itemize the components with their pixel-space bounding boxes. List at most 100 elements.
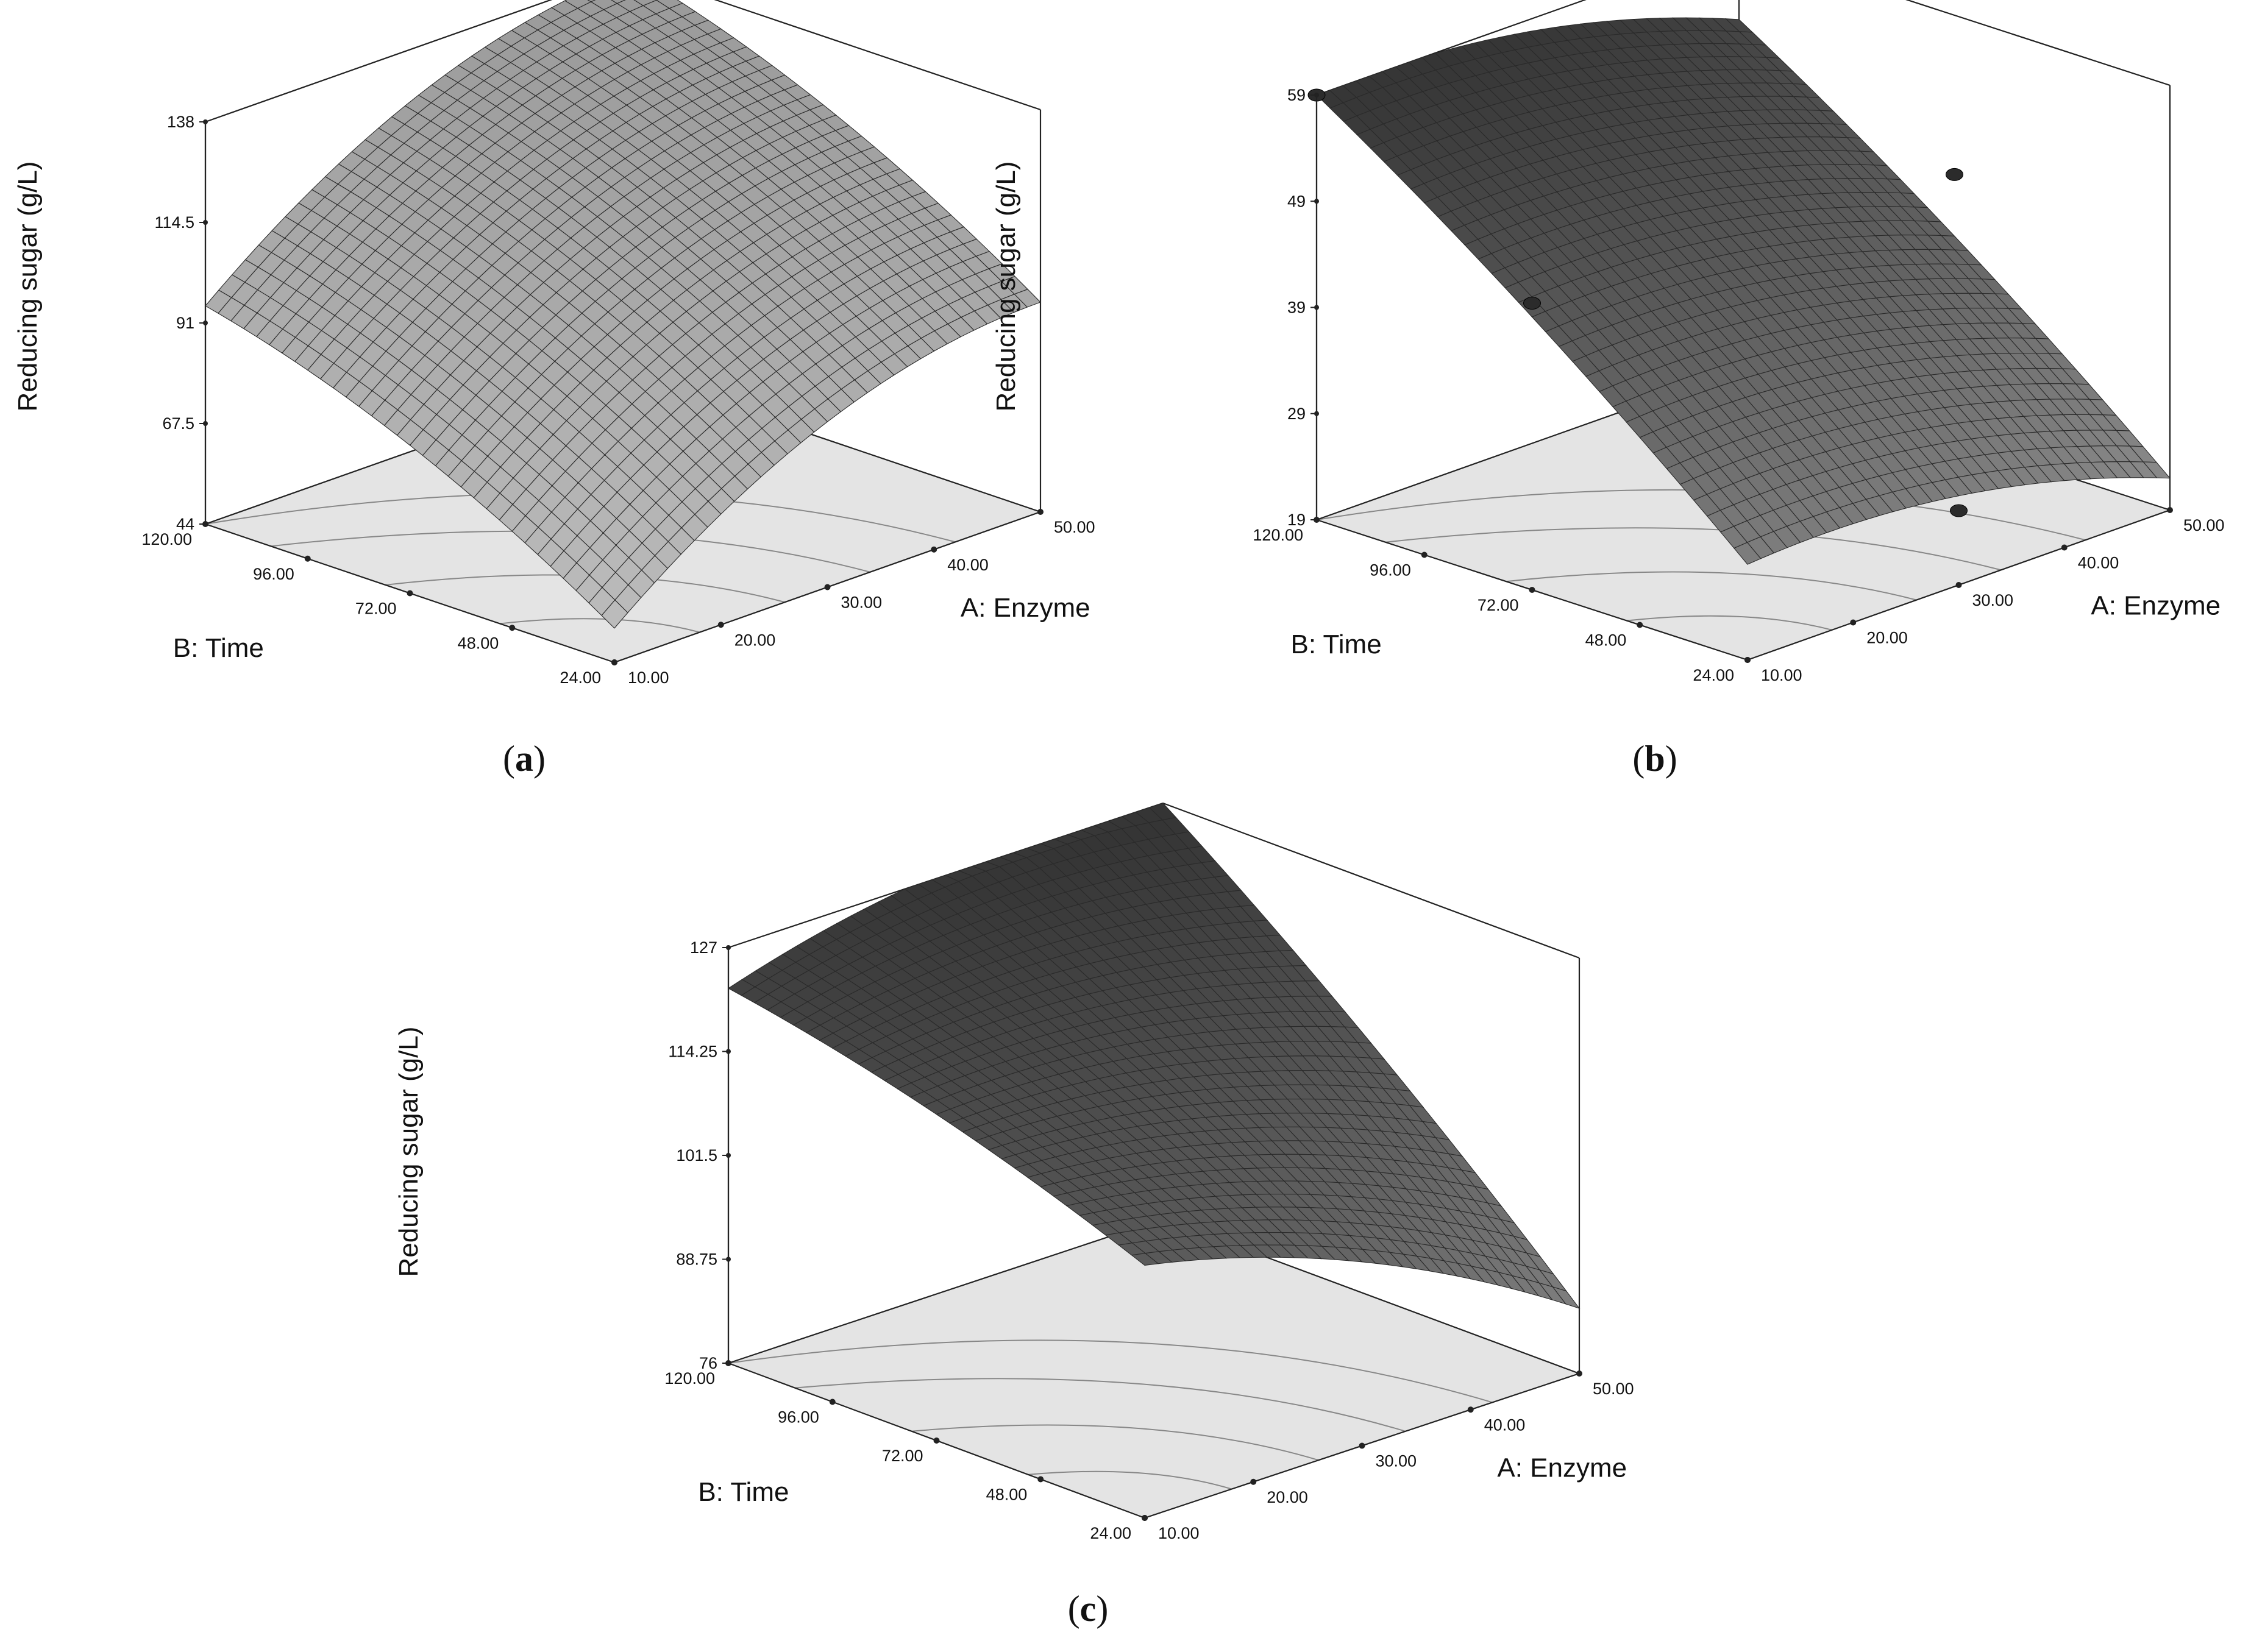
- z-tick-dot: [203, 421, 208, 426]
- x-tick-dot: [1250, 1478, 1257, 1485]
- y-tick-dot: [1142, 1515, 1148, 1521]
- panel-label: (b): [1632, 739, 1677, 779]
- floor-contour-line: [1626, 615, 1832, 631]
- x-tick-label: 30.00: [841, 594, 883, 612]
- box-edge: [1905, 0, 2171, 87]
- z-tick-label: 127: [690, 938, 717, 957]
- x-tick-label: 10.00: [1158, 1524, 1200, 1542]
- y-tick-dot: [611, 659, 617, 665]
- x-tick-dot: [2061, 544, 2068, 551]
- z-tick-label: 49: [1287, 192, 1306, 210]
- z-axis-title: Reducing sugar (g/L): [991, 161, 1021, 412]
- z-tick-label: 101.5: [676, 1146, 717, 1165]
- z-tick-label: 88.75: [676, 1250, 717, 1269]
- x-tick-dot: [1576, 1370, 1582, 1377]
- y-tick-label: 96.00: [253, 565, 294, 583]
- x-tick-label: 30.00: [1376, 1452, 1417, 1470]
- x-tick-dot: [1850, 619, 1857, 626]
- y-tick-dot: [933, 1438, 940, 1444]
- x-tick-label: 20.00: [1866, 629, 1908, 647]
- x-axis-title: A: Enzyme: [1497, 1453, 1627, 1483]
- x-tick-label: 50.00: [1593, 1380, 1634, 1398]
- x-tick-label: 10.00: [1761, 666, 1802, 684]
- surface-patch: [601, 599, 628, 629]
- design-point: [1950, 504, 1968, 517]
- x-tick-dot: [824, 584, 831, 590]
- y-tick-label: 24.00: [1090, 1524, 1131, 1542]
- y-tick-dot: [1037, 1476, 1044, 1483]
- z-tick-label: 67.5: [162, 414, 194, 433]
- y-axis-title: B: Time: [1291, 629, 1382, 659]
- y-tick-label: 120.00: [141, 530, 192, 548]
- x-tick-label: 50.00: [2183, 516, 2225, 534]
- x-tick-label: 30.00: [1972, 591, 2014, 609]
- panel-a: 44 67.5 91 114.5 138 Reducing sugar (g/L) 10.0…: [13, 0, 1095, 779]
- y-tick-dot: [509, 625, 516, 631]
- x-tick-label: 10.00: [628, 668, 669, 687]
- z-tick-dot: [726, 1049, 731, 1054]
- z-tick-dot: [203, 119, 208, 124]
- z-axis-title: Reducing sugar (g/L): [394, 1027, 424, 1277]
- z-tick-dot: [1314, 411, 1319, 416]
- x-tick-label: 40.00: [1484, 1416, 1526, 1434]
- z-tick-dot: [726, 945, 731, 950]
- x-tick-dot: [1359, 1442, 1365, 1449]
- box-edge: [205, 0, 553, 123]
- z-tick-label: 44: [176, 515, 194, 533]
- x-tick-label: 20.00: [734, 631, 776, 649]
- panel-label: (a): [503, 739, 546, 779]
- y-axis-title: B: Time: [698, 1477, 789, 1507]
- z-tick-label: 39: [1287, 299, 1306, 317]
- surface-mesh: [205, 0, 1041, 629]
- y-tick-label: 120.00: [664, 1369, 715, 1388]
- y-axis-title: B: Time: [173, 633, 264, 663]
- x-tick-dot: [1037, 509, 1044, 515]
- surface-mesh: [1315, 17, 2171, 565]
- y-tick-dot: [407, 590, 413, 597]
- z-tick-dot: [1314, 305, 1319, 310]
- z-tick-dot: [1314, 199, 1319, 204]
- x-tick-label: 40.00: [947, 556, 989, 574]
- z-tick-label: 91: [176, 314, 194, 332]
- x-axis-title: A: Enzyme: [961, 593, 1090, 623]
- design-point: [1523, 297, 1541, 310]
- y-tick-dot: [725, 1360, 731, 1366]
- x-tick-dot: [931, 546, 937, 553]
- y-tick-label: 96.00: [778, 1408, 819, 1427]
- z-tick-dot: [203, 220, 208, 225]
- x-tick-dot: [717, 622, 724, 628]
- x-tick-dot: [1955, 582, 1962, 588]
- z-axis-title: Reducing sugar (g/L): [13, 161, 43, 412]
- y-tick-label: 96.00: [1370, 561, 1411, 580]
- y-tick-label: 120.00: [1253, 526, 1303, 544]
- y-tick-label: 48.00: [458, 634, 499, 652]
- y-tick-label: 48.00: [986, 1486, 1028, 1504]
- y-tick-label: 72.00: [355, 600, 397, 618]
- z-tick-label: 114.5: [154, 213, 194, 232]
- y-tick-dot: [829, 1399, 836, 1405]
- design-point: [1946, 168, 1963, 181]
- y-tick-label: 24.00: [1693, 666, 1734, 684]
- y-tick-dot: [1421, 551, 1428, 558]
- y-tick-label: 72.00: [882, 1447, 923, 1465]
- surface-patch: [611, 0, 626, 4]
- z-tick-dot: [1314, 93, 1319, 97]
- y-tick-dot: [1314, 517, 1320, 523]
- x-tick-dot: [1467, 1406, 1474, 1413]
- z-tick-label: 59: [1287, 86, 1306, 104]
- y-tick-dot: [1637, 622, 1643, 628]
- z-tick-label: 138: [167, 113, 194, 131]
- panel-label: (c): [1068, 1589, 1109, 1629]
- x-tick-label: 50.00: [1054, 518, 1095, 536]
- x-tick-dot: [2167, 507, 2173, 513]
- floor-contour-line: [1506, 571, 1917, 601]
- box-edge: [714, 0, 1041, 111]
- z-tick-dot: [726, 1257, 731, 1262]
- y-tick-label: 24.00: [560, 668, 601, 687]
- y-tick-dot: [202, 521, 208, 527]
- x-tick-label: 40.00: [2078, 554, 2119, 572]
- y-tick-label: 72.00: [1478, 596, 1519, 614]
